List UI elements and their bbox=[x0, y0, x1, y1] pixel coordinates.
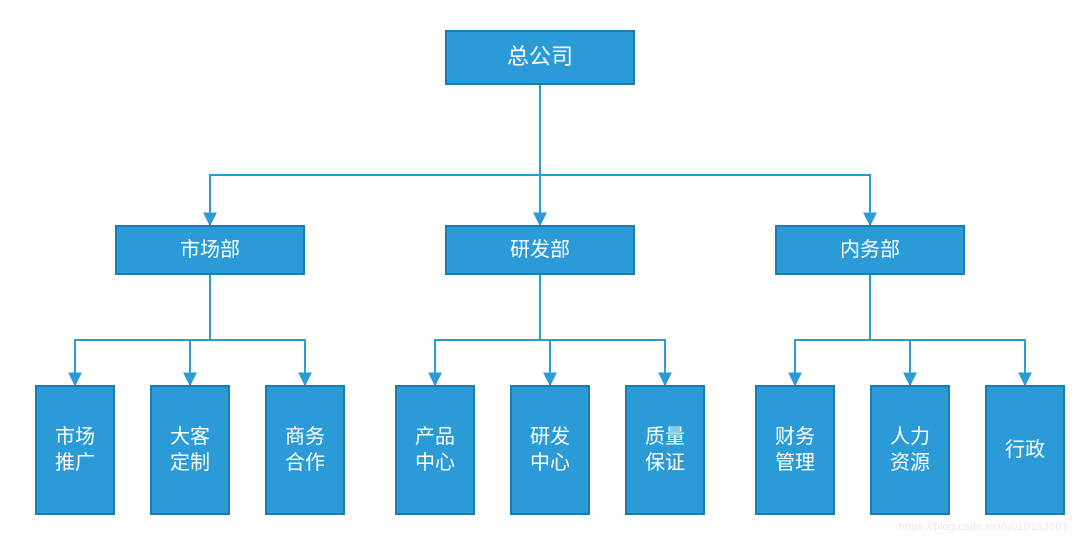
node-l11: 市场 推广 bbox=[35, 385, 115, 515]
watermark-text: https://blog.csdn.net/u010193601 bbox=[899, 521, 1068, 533]
node-l33: 行政 bbox=[985, 385, 1065, 515]
node-root: 总公司 bbox=[445, 30, 635, 85]
node-l32: 人力 资源 bbox=[870, 385, 950, 515]
node-l23: 质量 保证 bbox=[625, 385, 705, 515]
node-l13: 商务 合作 bbox=[265, 385, 345, 515]
node-d2: 研发部 bbox=[445, 225, 635, 275]
node-l21: 产品 中心 bbox=[395, 385, 475, 515]
node-l31: 财务 管理 bbox=[755, 385, 835, 515]
node-l12: 大客 定制 bbox=[150, 385, 230, 515]
node-d3: 内务部 bbox=[775, 225, 965, 275]
node-l22: 研发 中心 bbox=[510, 385, 590, 515]
node-d1: 市场部 bbox=[115, 225, 305, 275]
